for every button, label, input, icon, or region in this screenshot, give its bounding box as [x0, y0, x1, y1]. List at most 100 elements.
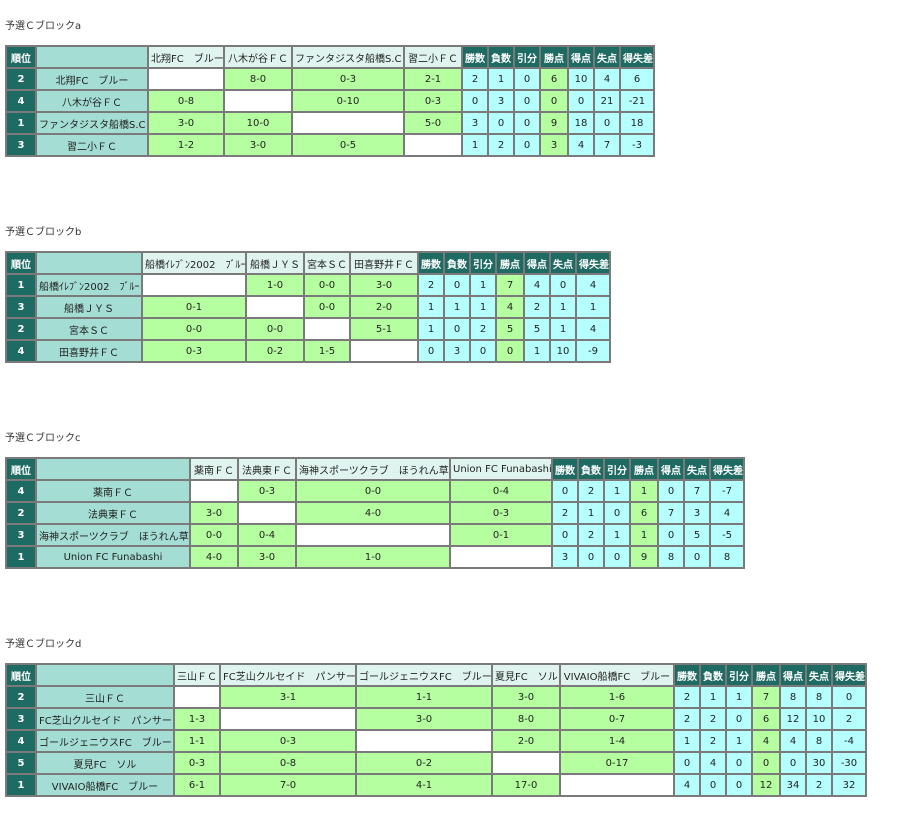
- stat-cell: -7: [709, 479, 745, 503]
- stat-cell: 30: [805, 751, 833, 775]
- stat-header: 勝点: [629, 457, 659, 481]
- result-cell: 4-1: [355, 773, 493, 797]
- stat-cell: 0: [779, 751, 807, 775]
- result-cell: 0-4: [237, 523, 297, 547]
- stat-cell: 2: [523, 295, 551, 319]
- points-cell: 9: [539, 111, 569, 135]
- stat-cell: 0: [549, 273, 577, 297]
- rank-cell: 2: [5, 317, 37, 341]
- table-header-row: 順位 薬南ＦＣ 法典東ＦＣ 海神スポーツクラブ ほうれん草 Union FC Funab…: [5, 457, 745, 481]
- stat-header: 得点: [567, 45, 595, 69]
- result-cell: 0-3: [141, 339, 247, 363]
- stat-cell: 0: [487, 111, 515, 135]
- team-name-cell: 田喜野井ＦＣ: [35, 339, 143, 363]
- points-cell: 3: [539, 133, 569, 157]
- stat-cell: 34: [779, 773, 807, 797]
- stat-cell: 0: [657, 523, 685, 547]
- opponent-header: 船橋ｲﾚﾌﾞﾝ2002 ﾌﾞﾙｰ: [141, 251, 247, 275]
- stat-header: 得失差: [575, 251, 611, 275]
- result-cell: 0-0: [189, 523, 239, 547]
- self-match-cell: [245, 295, 305, 319]
- stat-cell: 2: [577, 479, 605, 503]
- team-header-blank: [35, 251, 143, 275]
- result-cell: 1-1: [173, 729, 221, 753]
- stat-cell: 5: [683, 523, 711, 547]
- stat-cell: 1: [469, 295, 497, 319]
- stat-header: 引分: [469, 251, 497, 275]
- result-cell: 0-0: [295, 479, 451, 503]
- points-cell: 0: [495, 339, 525, 363]
- self-match-cell: [295, 523, 451, 547]
- stat-header: 得点: [523, 251, 551, 275]
- stat-cell: 8: [657, 545, 685, 569]
- table-row: 5 夏見FC ソル 0-3 0-8 0-2 0-17 0 4 0 0 0 30 -30: [5, 751, 867, 775]
- team-name-cell: ゴールジェニウスFC ブルー: [35, 729, 175, 753]
- table-row: 4 薬南ＦＣ 0-3 0-0 0-4 0 2 1 1 0 7 -7: [5, 479, 745, 503]
- stat-cell: 4: [523, 273, 551, 297]
- points-cell: 5: [495, 317, 525, 341]
- result-cell: 0-0: [141, 317, 247, 341]
- result-cell: 0-3: [237, 479, 297, 503]
- block-title-c: 予選Ｃブロックc: [5, 433, 81, 444]
- points-cell: 6: [751, 707, 781, 731]
- block-title-a: 予選Ｃブロックa: [5, 21, 82, 32]
- team-name-cell: 習二小ＦＣ: [35, 133, 149, 157]
- result-cell: 1-3: [173, 707, 221, 731]
- stat-cell: 4: [575, 273, 611, 297]
- stat-header: 得失差: [709, 457, 745, 481]
- table-row: 4 田喜野井ＦＣ 0-3 0-2 1-5 0 3 0 0 1 10 -9: [5, 339, 611, 363]
- result-cell: 3-0: [147, 111, 225, 135]
- result-cell: 0-8: [147, 89, 225, 113]
- table-row: 3 海神スポーツクラブ ほうれん草 0-0 0-4 0-1 0 2 1 1 0 5 -5: [5, 523, 745, 547]
- stat-cell: 2: [699, 729, 727, 753]
- stat-cell: 1: [577, 501, 605, 525]
- stat-cell: 2: [551, 501, 579, 525]
- result-cell: 2-1: [403, 67, 463, 91]
- stat-header: 得点: [657, 457, 685, 481]
- opponent-header: Union FC Funabashi: [449, 457, 553, 481]
- stat-cell: 0: [461, 89, 489, 113]
- opponent-header: 習二小ＦＣ: [403, 45, 463, 69]
- table-row: 2 法典東ＦＣ 3-0 4-0 0-3 2 1 0 6 7 3 4: [5, 501, 745, 525]
- result-cell: 4-0: [295, 501, 451, 525]
- stat-cell: -30: [831, 751, 867, 775]
- table-row: 3 船橋ＪＹＳ 0-1 0-0 2-0 1 1 1 4 2 1 1: [5, 295, 611, 319]
- result-cell: 5-0: [403, 111, 463, 135]
- opponent-header: FC芝山クルセイド パンサー: [219, 663, 357, 687]
- rank-cell: 2: [5, 501, 37, 525]
- stat-cell: -9: [575, 339, 611, 363]
- stat-cell: 0: [725, 773, 753, 797]
- rank-cell: 2: [5, 67, 37, 91]
- self-match-cell: [173, 685, 221, 709]
- team-name-cell: 宮本ＳＣ: [35, 317, 143, 341]
- stat-header: 負数: [577, 457, 605, 481]
- result-cell: 0-1: [141, 295, 247, 319]
- result-cell: 1-6: [559, 685, 675, 709]
- stat-header: 勝数: [673, 663, 701, 687]
- stat-cell: 1: [673, 729, 701, 753]
- stat-cell: 10: [805, 707, 833, 731]
- result-cell: 1-0: [245, 273, 305, 297]
- stat-cell: 3: [461, 111, 489, 135]
- team-name-cell: Union FC Funabashi: [35, 545, 191, 569]
- stat-header: 引分: [725, 663, 753, 687]
- table-row: 2 三山ＦＣ 3-1 1-1 3-0 1-6 2 1 1 7 8 8 0: [5, 685, 867, 709]
- stat-cell: 1: [549, 317, 577, 341]
- stat-cell: 5: [523, 317, 551, 341]
- rank-cell: 3: [5, 133, 37, 157]
- stat-cell: 1: [575, 295, 611, 319]
- table-row: 2 北翔FC ブルー 8-0 0-3 2-1 2 1 0 6 10 4 6: [5, 67, 655, 91]
- rank-cell: 1: [5, 545, 37, 569]
- stat-cell: 10: [567, 67, 595, 91]
- stat-cell: 1: [443, 295, 471, 319]
- stat-cell: 2: [487, 133, 515, 157]
- stat-cell: 2: [673, 707, 701, 731]
- stat-cell: 4: [567, 133, 595, 157]
- team-name-cell: 船橋ＪＹＳ: [35, 295, 143, 319]
- stat-header: 引分: [603, 457, 631, 481]
- rank-header: 順位: [5, 457, 37, 481]
- self-match-cell: [219, 707, 357, 731]
- result-cell: 0-3: [403, 89, 463, 113]
- result-cell: 0-3: [449, 501, 553, 525]
- stat-cell: 18: [619, 111, 655, 135]
